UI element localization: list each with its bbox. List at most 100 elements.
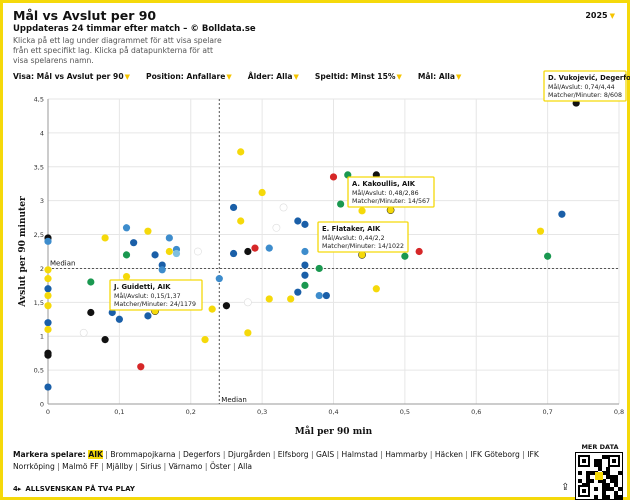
data-point[interactable] [358,207,366,215]
team-malmö-ff[interactable]: Malmö FF [62,462,99,471]
data-point[interactable] [229,249,238,258]
data-point[interactable] [44,302,52,310]
team-aik[interactable]: AIK [88,450,103,459]
qr-module [594,463,598,467]
data-point[interactable] [208,305,216,313]
data-point[interactable] [122,224,131,232]
team-mjällby[interactable]: Mjällby [106,462,133,471]
data-point[interactable] [265,295,273,303]
team-ifk-göteborg[interactable]: IFK Göteborg [470,450,520,459]
scatter-chart: 0 0,5 1 1,5 2 2,5 3 3,5 4 4,5 0 0,1 0,2 0,3 0,4 0,5 0,6 0… [18,70,630,437]
data-point[interactable] [44,266,52,274]
data-point[interactable] [372,285,380,293]
data-point[interactable] [329,173,338,181]
data-point[interactable] [165,234,173,242]
data-point[interactable] [130,239,138,247]
team-ifk-norrköping[interactable]: IFK Norrköping [13,450,539,471]
data-point[interactable] [237,148,245,156]
data-point[interactable] [44,291,52,300]
team-sirius[interactable]: Sirius [140,462,162,471]
data-point[interactable] [101,234,109,242]
data-point[interactable] [193,247,202,256]
data-point[interactable] [44,285,52,293]
data-point[interactable] [301,247,309,256]
data-point[interactable] [401,252,409,260]
team-djurgården[interactable]: Djurgården [227,450,271,459]
tooltip-line-2: Matcher/Minuter: 8/608 [548,92,622,99]
data-point[interactable] [415,247,423,256]
team-hammarby[interactable]: Hammarby [385,450,428,459]
team-elfsborg[interactable]: Elfsborg [277,450,309,459]
team-gais[interactable]: GAIS [316,450,335,459]
data-point[interactable] [301,220,309,228]
data-point[interactable] [265,244,273,252]
data-point[interactable] [244,247,252,256]
data-point[interactable] [315,291,323,300]
data-point[interactable] [87,308,95,317]
data-point[interactable] [137,363,145,371]
filter-1[interactable]: Position: Anfallare▼ [146,72,232,81]
filter-2[interactable]: Ålder: Alla▼ [248,72,299,81]
team-värnamo[interactable]: Värnamo [168,462,203,471]
data-point[interactable] [237,217,245,225]
data-point[interactable] [251,244,259,252]
data-point[interactable] [101,336,109,344]
team-öster[interactable]: Öster [209,462,231,471]
data-point[interactable] [222,302,231,310]
data-point[interactable] [558,210,566,218]
data-point[interactable] [172,249,181,258]
qr-logo [595,472,603,480]
footer[interactable]: 4▸ ALLSVENSKAN PÅ TV4 PLAY [13,485,135,493]
data-point[interactable] [272,223,281,232]
year-selector[interactable]: 2025 ▼ [585,11,615,20]
data-point[interactable] [44,319,52,327]
qr-block[interactable]: MER DATA [575,443,625,500]
data-point[interactable] [87,278,95,286]
data-point[interactable] [122,272,131,281]
data-point[interactable] [301,261,309,269]
data-point[interactable] [337,200,345,208]
data-point[interactable] [79,328,88,337]
team-halmstad[interactable]: Halmstad [341,450,378,459]
data-point[interactable] [44,237,52,245]
filter-3[interactable]: Speltid: Minst 15%▼ [315,72,402,81]
data-point[interactable] [243,298,252,307]
data-point[interactable] [322,291,330,300]
data-point[interactable] [108,308,116,317]
data-point[interactable] [44,325,52,334]
data-point[interactable] [287,295,295,303]
data-point[interactable] [115,315,123,323]
data-point[interactable] [301,281,309,289]
data-point[interactable] [544,252,552,260]
data-point[interactable] [536,227,545,235]
data-point[interactable] [144,312,152,320]
team-häcken[interactable]: Häcken [434,450,463,459]
data-point[interactable] [201,336,209,344]
share-icon[interactable]: ⇪ [561,482,570,493]
data-point[interactable] [215,275,223,283]
filter-4[interactable]: Mål: Alla▼ [418,72,462,81]
data-point[interactable] [294,217,302,225]
data-point[interactable] [158,266,166,274]
data-point[interactable] [151,251,159,259]
x-axis-label: Mål per 90 min [295,425,373,437]
data-point[interactable] [258,188,266,197]
team-brommapojkarna[interactable]: Brommapojkarna [110,450,176,459]
data-point[interactable] [122,251,131,259]
team-alla[interactable]: Alla [237,462,252,471]
data-point[interactable] [244,329,252,337]
tooltip-player-name: J. Guidetti, AIK [113,283,171,291]
data-point[interactable] [144,227,152,235]
data-point[interactable] [44,275,52,283]
data-point[interactable] [165,247,173,256]
filter-0[interactable]: Visa: Mål vs Avslut per 90▼ [13,72,130,81]
data-point[interactable] [44,351,52,359]
data-point[interactable] [229,203,238,212]
data-point[interactable] [301,271,309,279]
filter-value: Minst 15% [350,72,396,81]
data-point[interactable] [294,288,302,296]
team-degerfors[interactable]: Degerfors [182,450,221,459]
data-point[interactable] [44,383,52,391]
data-point[interactable] [315,264,323,273]
data-point[interactable] [279,203,288,212]
